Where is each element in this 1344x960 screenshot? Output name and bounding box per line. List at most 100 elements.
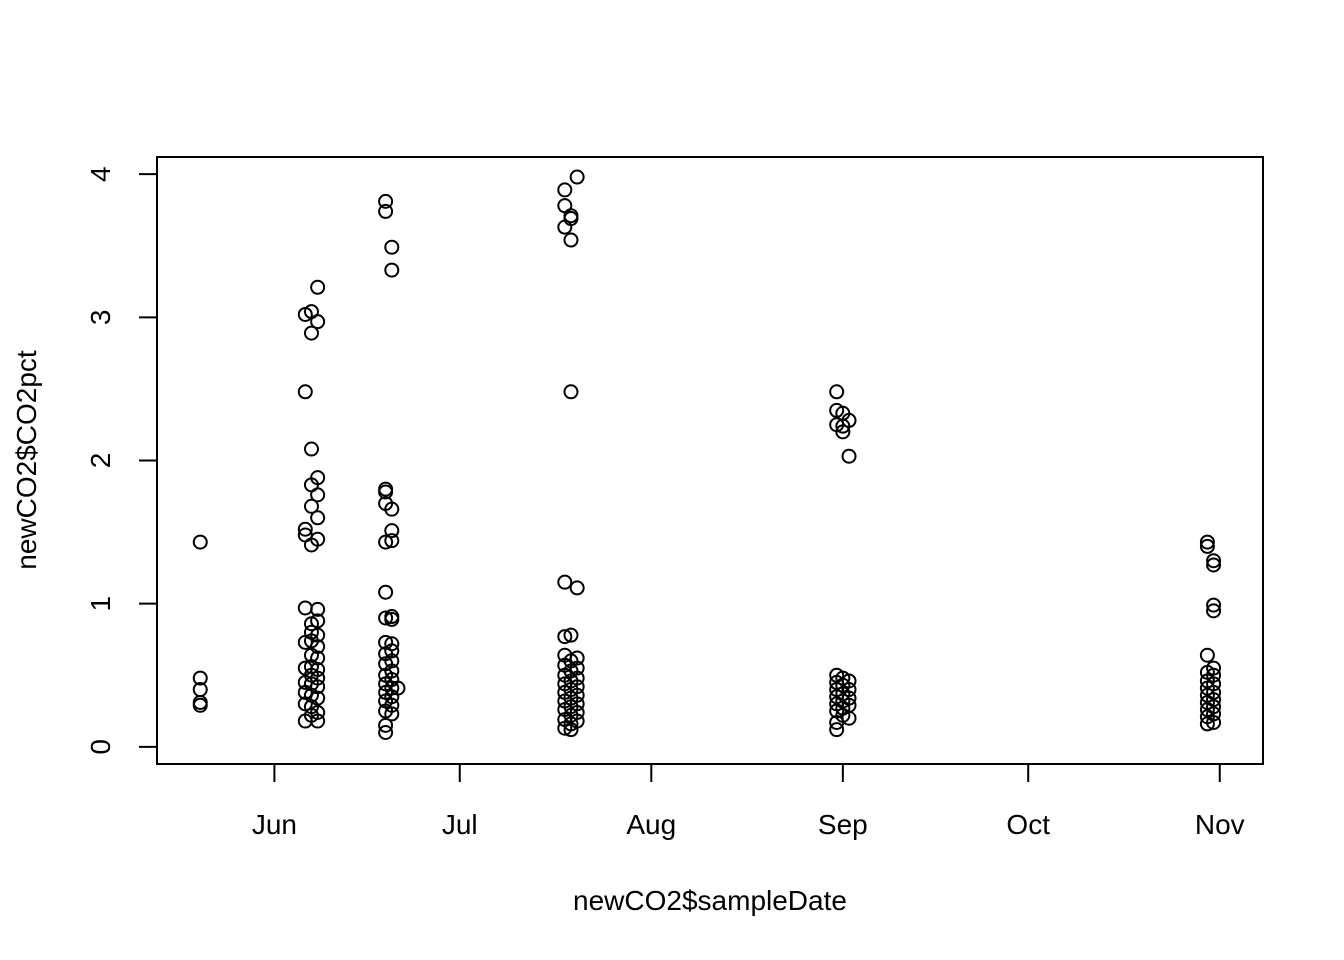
data-point <box>841 412 857 428</box>
data-point <box>378 725 394 741</box>
data-point <box>569 169 585 185</box>
data-point <box>378 484 394 500</box>
data-point <box>829 722 845 738</box>
data-point <box>1206 597 1222 613</box>
data-point <box>297 600 313 616</box>
data-point <box>384 262 400 278</box>
data-point <box>310 470 326 486</box>
y-tick-label: 1 <box>85 596 116 612</box>
data-point <box>390 680 406 696</box>
y-axis: 0 1 2 3 4 <box>85 166 157 755</box>
data-point <box>384 501 400 517</box>
data-point <box>563 232 579 248</box>
data-point <box>303 441 319 457</box>
data-point <box>384 663 400 679</box>
data-point <box>829 384 845 400</box>
data-point <box>303 498 319 514</box>
data-point <box>563 211 579 227</box>
data-point <box>378 584 394 600</box>
x-axis-title: newCO2$sampleDate <box>573 885 847 916</box>
data-point <box>378 717 394 733</box>
x-tick-label: Jun <box>252 809 297 840</box>
data-point <box>1206 553 1222 569</box>
data-point <box>384 706 400 722</box>
data-point <box>378 610 394 626</box>
data-point <box>1206 684 1222 700</box>
x-tick-label: Aug <box>626 809 676 840</box>
data-point <box>384 643 400 659</box>
data-point <box>310 613 326 629</box>
data-point <box>310 601 326 617</box>
data-point <box>310 627 326 643</box>
data-point <box>563 627 579 643</box>
data-point <box>384 533 400 549</box>
data-point <box>841 682 857 698</box>
points-layer <box>192 169 1222 741</box>
data-point <box>310 713 326 729</box>
x-tick-label: Jul <box>442 809 478 840</box>
data-point <box>384 611 400 627</box>
data-point <box>378 193 394 209</box>
x-tick-label: Sep <box>818 809 868 840</box>
data-point <box>310 639 326 655</box>
data-point <box>557 629 573 645</box>
data-point <box>569 670 585 686</box>
data-point <box>569 679 585 695</box>
y-axis-title: newCO2$CO2pct <box>11 350 42 570</box>
x-tick-label: Oct <box>1006 809 1050 840</box>
data-point <box>569 704 585 720</box>
data-point <box>378 534 394 550</box>
data-point <box>310 279 326 295</box>
data-point <box>1206 706 1222 722</box>
data-point <box>557 574 573 590</box>
data-point <box>835 424 851 440</box>
data-point <box>569 580 585 596</box>
x-axis: Jun Jul Aug Sep Oct Nov <box>252 764 1245 840</box>
data-point <box>297 384 313 400</box>
data-point <box>1206 667 1222 683</box>
data-point <box>841 448 857 464</box>
data-point <box>1206 699 1222 715</box>
data-point <box>310 679 326 695</box>
data-point <box>1206 692 1222 708</box>
data-point <box>1206 714 1222 730</box>
data-point <box>569 687 585 703</box>
data-point <box>310 662 326 678</box>
data-point <box>310 670 326 686</box>
data-point <box>303 325 319 341</box>
data-point <box>841 710 857 726</box>
data-point <box>384 697 400 713</box>
data-point <box>384 523 400 539</box>
data-point <box>384 653 400 669</box>
data-point <box>310 531 326 547</box>
data-point <box>1199 647 1215 663</box>
y-tick-label: 2 <box>85 453 116 469</box>
data-point <box>569 713 585 729</box>
data-point <box>563 384 579 400</box>
data-point <box>569 660 585 676</box>
data-point <box>569 650 585 666</box>
data-point <box>557 182 573 198</box>
data-point <box>310 690 326 706</box>
data-point <box>1199 534 1215 550</box>
data-point <box>192 697 208 713</box>
data-point <box>569 696 585 712</box>
data-point <box>384 636 400 652</box>
y-tick-label: 3 <box>85 310 116 326</box>
data-point <box>841 690 857 706</box>
data-point <box>1206 660 1222 676</box>
data-point <box>841 673 857 689</box>
x-tick-label: Nov <box>1195 809 1245 840</box>
y-tick-label: 4 <box>85 166 116 182</box>
data-point <box>1206 676 1222 692</box>
data-point <box>192 670 208 686</box>
data-point <box>384 239 400 255</box>
data-point <box>1199 538 1215 554</box>
data-point <box>297 521 313 537</box>
data-point <box>384 680 400 696</box>
data-point <box>378 203 394 219</box>
data-point <box>310 704 326 720</box>
data-point <box>1206 557 1222 573</box>
data-point <box>310 487 326 503</box>
data-point <box>192 534 208 550</box>
